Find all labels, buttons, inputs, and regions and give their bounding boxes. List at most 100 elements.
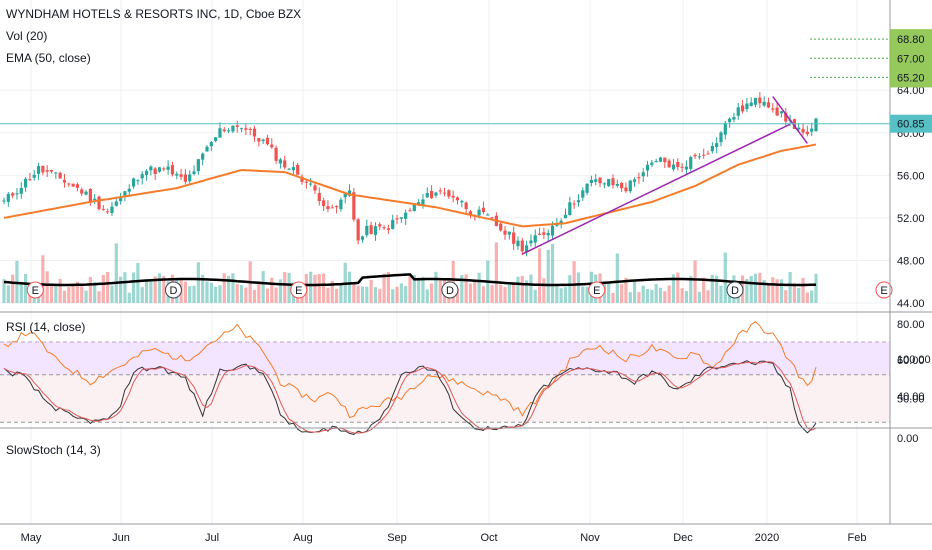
event-marker-label: E (295, 285, 302, 297)
candle-body (317, 193, 321, 202)
rsi-line (3, 321, 817, 419)
candle-body (71, 183, 75, 187)
rsi-tick-label: 40.00 (897, 391, 925, 403)
volume-bar (97, 291, 101, 303)
volume-bar (641, 285, 645, 303)
volume-bar (352, 284, 356, 303)
candles[interactable] (2, 91, 818, 257)
volume-bar (412, 275, 416, 303)
candle-body (732, 117, 736, 120)
candle-body (123, 191, 127, 196)
volume-bar (477, 272, 481, 303)
volume-bar (274, 287, 278, 303)
volume-bar (382, 273, 386, 303)
volume-bar (49, 283, 54, 303)
candle-body (395, 218, 399, 220)
target-value: 67.00 (897, 53, 925, 65)
dividend-marker (726, 281, 744, 299)
volume-bar (131, 272, 136, 303)
candle-body (23, 178, 28, 188)
candle-body (499, 223, 503, 231)
time-tick-label: Jul (205, 532, 219, 544)
volume-bar (637, 292, 641, 303)
volume-bar (611, 292, 615, 303)
candle-body (226, 130, 231, 132)
candle-body (611, 178, 615, 186)
volume-bar (550, 243, 555, 303)
volume-bar (209, 282, 213, 303)
candle-body (62, 180, 67, 183)
candle-body (334, 206, 339, 208)
volume-bar (628, 292, 632, 303)
candle-body (568, 202, 572, 216)
candle-body (6, 193, 10, 202)
volume-bar (317, 274, 321, 303)
volume-bar (753, 273, 758, 303)
price-tick-label: 52.00 (897, 213, 925, 225)
volume-bar (417, 277, 421, 303)
candle-body (486, 214, 490, 216)
candle-body (680, 166, 684, 168)
candle-body (421, 199, 425, 205)
candle-body (555, 224, 559, 226)
trendlines[interactable] (0, 96, 890, 255)
candle-body (131, 178, 136, 187)
volume-bar (650, 289, 654, 303)
volume-bar (88, 277, 92, 303)
volume-bar (525, 280, 529, 303)
candle-body (110, 206, 114, 214)
candle-body (572, 203, 576, 205)
candle-body (188, 174, 192, 182)
event-marker-label: D (170, 285, 178, 297)
volume-bar (391, 289, 395, 303)
volume-bar (676, 272, 680, 303)
candle-body (235, 125, 239, 127)
volume-bar (153, 276, 157, 303)
candle-body (252, 128, 257, 137)
volume-bar (719, 285, 723, 303)
volume-bar (788, 271, 792, 303)
candle-body (810, 128, 814, 132)
volume-bar (313, 274, 317, 303)
time-tick-label: Feb (848, 532, 867, 544)
candle-body (805, 131, 809, 135)
volume-bar (339, 284, 343, 303)
volume-bar (188, 286, 192, 303)
candle-body (114, 201, 118, 206)
candle-body (736, 107, 740, 116)
rsi-tick-label: 60.00 (897, 355, 925, 367)
chart-grid (0, 0, 890, 524)
candle-body (550, 225, 555, 236)
candle-body (330, 207, 334, 209)
volume-bar (784, 290, 788, 303)
candle-body (607, 178, 611, 186)
volume-bar (520, 275, 524, 303)
candle-body (11, 193, 15, 196)
volume-bar (723, 252, 727, 303)
volume-bar (23, 273, 28, 303)
candle-body (278, 159, 283, 164)
candle-body (88, 189, 92, 202)
candle-body (576, 200, 581, 203)
volume-bar (771, 277, 775, 303)
volume-bar (140, 287, 144, 303)
candle-body (192, 171, 196, 175)
volume-bar (287, 272, 291, 303)
candle-body (127, 188, 131, 192)
volume-bar (322, 273, 326, 303)
candle-body (771, 108, 775, 110)
volume-bar (546, 249, 550, 303)
candle-body (728, 118, 732, 123)
volume-bar (93, 281, 97, 303)
time-tick-label: Oct (480, 532, 497, 544)
candle-body (520, 240, 524, 252)
volume-bar (54, 286, 58, 303)
rsi-tick-label: 80.00 (897, 319, 925, 331)
candle-body (97, 196, 101, 210)
volume-bar (278, 279, 283, 303)
candle-body (248, 128, 252, 130)
volume-bar (494, 242, 498, 303)
candle-body (533, 235, 537, 243)
